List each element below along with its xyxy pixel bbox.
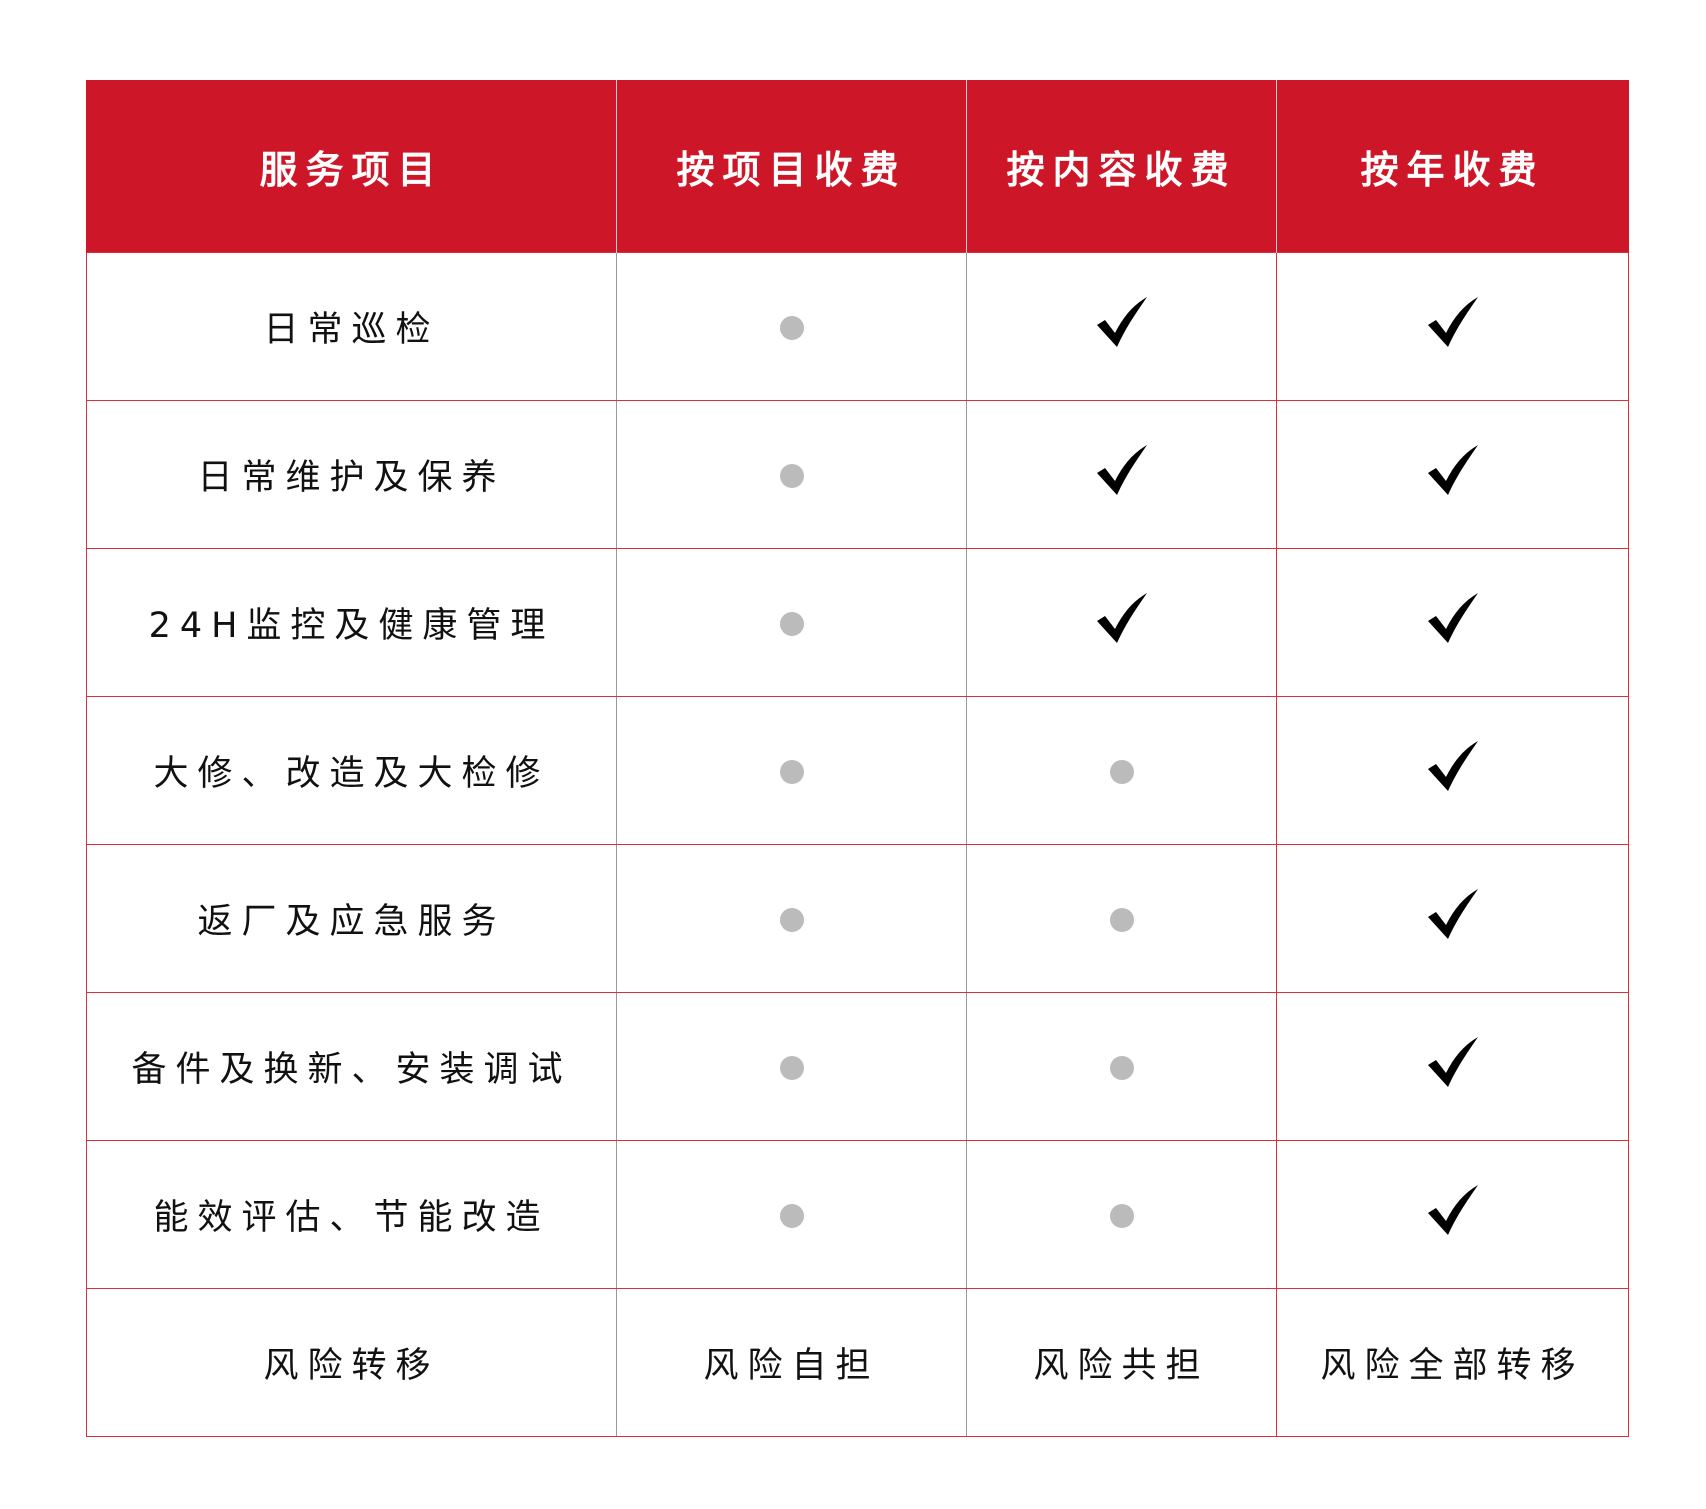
check-icon (1095, 443, 1149, 506)
pricing-cell (1276, 548, 1629, 697)
service-item-label: 24H监控及健康管理 (86, 548, 617, 697)
dot-icon (779, 1055, 804, 1080)
service-item-label: 日常巡检 (86, 252, 617, 401)
service-item-label: 日常维护及保养 (86, 400, 617, 549)
dot-icon (779, 463, 804, 488)
pricing-cell (966, 696, 1277, 845)
table-row: 日常维护及保养 (86, 400, 1629, 549)
table-row: 大修、改造及大检修 (86, 696, 1629, 845)
dot-icon (1109, 759, 1134, 784)
dot-icon (779, 907, 804, 932)
check-icon (1426, 887, 1480, 950)
pricing-cell (616, 400, 967, 549)
table-row: 24H监控及健康管理 (86, 548, 1629, 697)
pricing-cell (1276, 992, 1629, 1141)
check-icon (1426, 1183, 1480, 1246)
risk-row: 风险转移 风险自担 风险共担 风险全部转移 (86, 1288, 1629, 1437)
check-icon (1426, 591, 1480, 654)
pricing-cell (616, 548, 967, 697)
header-row: 服务项目 按项目收费 按内容收费 按年收费 (86, 80, 1629, 253)
risk-cell: 风险全部转移 (1276, 1288, 1629, 1437)
pricing-cell (1276, 252, 1629, 401)
pricing-cell (1276, 400, 1629, 549)
table-row: 日常巡检 (86, 252, 1629, 401)
service-item-label: 能效评估、节能改造 (86, 1140, 617, 1289)
pricing-cell (616, 252, 967, 401)
risk-label: 风险转移 (86, 1288, 617, 1437)
service-item-label: 返厂及应急服务 (86, 844, 617, 993)
pricing-cell (966, 992, 1277, 1141)
dot-icon (1109, 1055, 1134, 1080)
pricing-cell (966, 252, 1277, 401)
check-icon (1095, 295, 1149, 358)
pricing-cell (616, 992, 967, 1141)
risk-cell: 风险自担 (616, 1288, 967, 1437)
table-row: 返厂及应急服务 (86, 844, 1629, 993)
check-icon (1426, 1035, 1480, 1098)
pricing-cell (616, 696, 967, 845)
table-row: 能效评估、节能改造 (86, 1140, 1629, 1289)
check-icon (1426, 739, 1480, 802)
check-icon (1426, 443, 1480, 506)
service-pricing-table: 服务项目 按项目收费 按内容收费 按年收费 日常巡检 日常维护及保养 24H监控及健… (86, 80, 1629, 1437)
header-per-year: 按年收费 (1276, 80, 1629, 253)
dot-icon (779, 315, 804, 340)
dot-icon (779, 1203, 804, 1228)
pricing-cell (1276, 844, 1629, 993)
header-per-content: 按内容收费 (966, 80, 1277, 253)
table-row: 备件及换新、安装调试 (86, 992, 1629, 1141)
header-service-item: 服务项目 (86, 80, 617, 253)
dot-icon (779, 759, 804, 784)
risk-cell: 风险共担 (966, 1288, 1277, 1437)
dot-icon (779, 611, 804, 636)
dot-icon (1109, 907, 1134, 932)
pricing-cell (966, 844, 1277, 993)
pricing-cell (966, 548, 1277, 697)
dot-icon (1109, 1203, 1134, 1228)
header-per-project: 按项目收费 (616, 80, 967, 253)
check-icon (1095, 591, 1149, 654)
pricing-cell (966, 400, 1277, 549)
check-icon (1426, 295, 1480, 358)
service-item-label: 备件及换新、安装调试 (86, 992, 617, 1141)
pricing-cell (1276, 1140, 1629, 1289)
pricing-cell (616, 1140, 967, 1289)
service-item-label: 大修、改造及大检修 (86, 696, 617, 845)
pricing-cell (616, 844, 967, 993)
pricing-cell (1276, 696, 1629, 845)
pricing-cell (966, 1140, 1277, 1289)
